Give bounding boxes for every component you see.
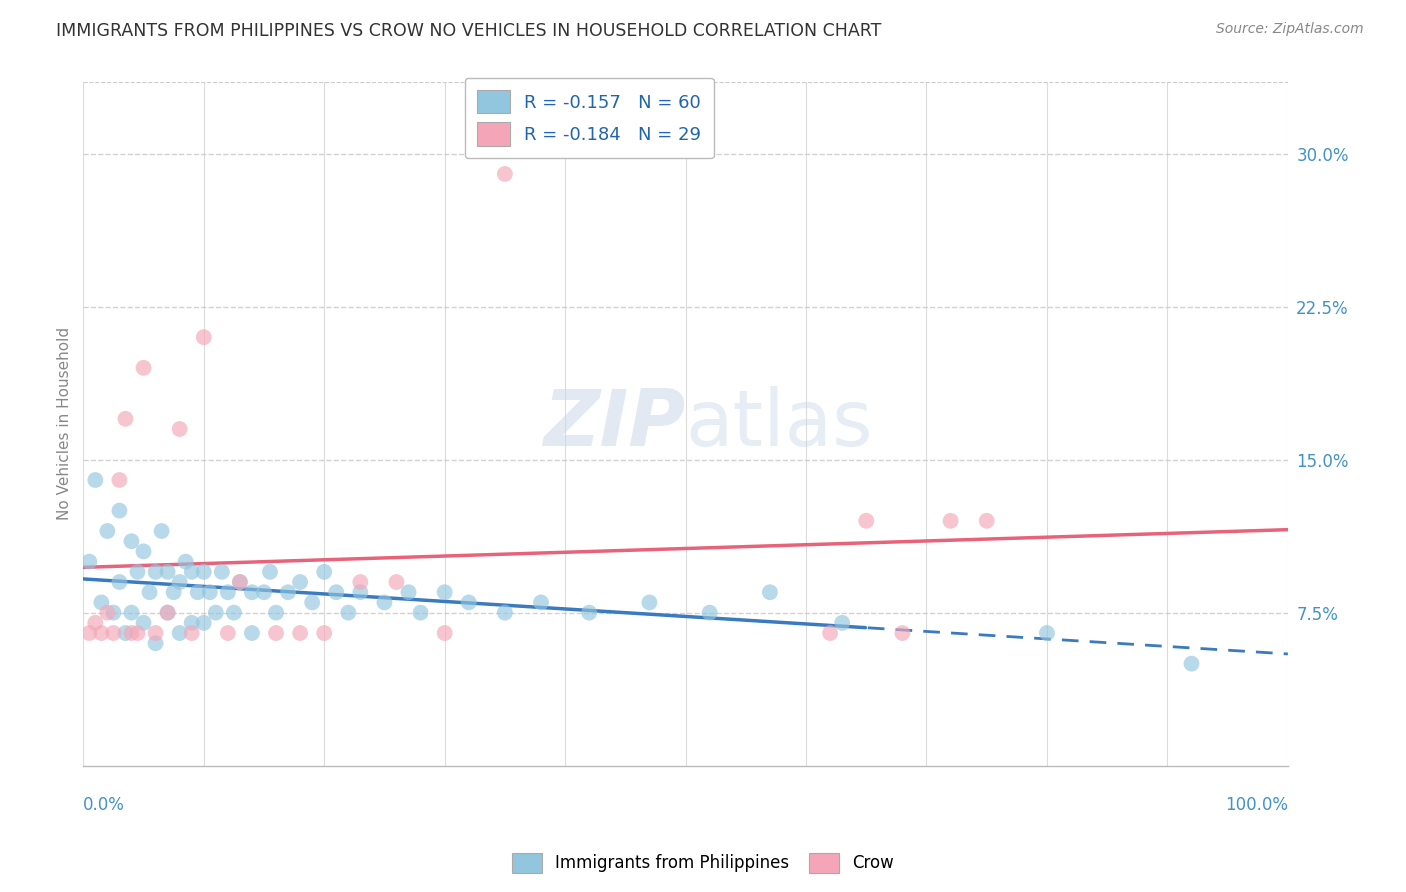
Text: Source: ZipAtlas.com: Source: ZipAtlas.com bbox=[1216, 22, 1364, 37]
Point bbox=[638, 595, 661, 609]
Point bbox=[457, 595, 479, 609]
Point bbox=[79, 626, 101, 640]
Point bbox=[90, 626, 112, 640]
Point bbox=[180, 565, 202, 579]
Point bbox=[699, 606, 721, 620]
Point bbox=[277, 585, 299, 599]
Point bbox=[121, 534, 143, 549]
Point bbox=[79, 555, 101, 569]
Point bbox=[1036, 626, 1059, 640]
Point bbox=[818, 626, 841, 640]
Point bbox=[222, 606, 245, 620]
Point bbox=[193, 330, 215, 344]
Point bbox=[204, 606, 226, 620]
Point bbox=[288, 574, 311, 589]
Point bbox=[264, 606, 287, 620]
Point bbox=[132, 615, 155, 630]
Point bbox=[831, 615, 853, 630]
Legend: Immigrants from Philippines, Crow: Immigrants from Philippines, Crow bbox=[505, 847, 901, 880]
Point bbox=[114, 412, 136, 426]
Point bbox=[90, 595, 112, 609]
Point bbox=[121, 606, 143, 620]
Point bbox=[84, 473, 107, 487]
Point bbox=[103, 626, 125, 640]
Point bbox=[1180, 657, 1202, 671]
Point bbox=[145, 626, 167, 640]
Point bbox=[156, 606, 179, 620]
Point bbox=[96, 606, 118, 620]
Point bbox=[150, 524, 173, 538]
Point bbox=[288, 626, 311, 640]
Point bbox=[433, 626, 456, 640]
Point bbox=[494, 167, 516, 181]
Point bbox=[494, 606, 516, 620]
Point bbox=[187, 585, 209, 599]
Point bbox=[138, 585, 160, 599]
Text: 100.0%: 100.0% bbox=[1225, 797, 1288, 814]
Point bbox=[193, 615, 215, 630]
Point bbox=[976, 514, 998, 528]
Point bbox=[145, 636, 167, 650]
Point bbox=[193, 565, 215, 579]
Point bbox=[169, 626, 191, 640]
Point bbox=[169, 422, 191, 436]
Point bbox=[349, 585, 371, 599]
Point bbox=[145, 565, 167, 579]
Point bbox=[156, 606, 179, 620]
Text: IMMIGRANTS FROM PHILIPPINES VS CROW NO VEHICLES IN HOUSEHOLD CORRELATION CHART: IMMIGRANTS FROM PHILIPPINES VS CROW NO V… bbox=[56, 22, 882, 40]
Text: 0.0%: 0.0% bbox=[83, 797, 125, 814]
Text: atlas: atlas bbox=[686, 386, 873, 462]
Point bbox=[229, 574, 252, 589]
Point bbox=[211, 565, 233, 579]
Point bbox=[156, 565, 179, 579]
Point bbox=[229, 574, 252, 589]
Point bbox=[264, 626, 287, 640]
Point bbox=[180, 626, 202, 640]
Point bbox=[169, 574, 191, 589]
Point bbox=[103, 606, 125, 620]
Point bbox=[530, 595, 553, 609]
Point bbox=[174, 555, 197, 569]
Point bbox=[114, 626, 136, 640]
Point bbox=[198, 585, 221, 599]
Point bbox=[325, 585, 347, 599]
Point bbox=[349, 574, 371, 589]
Point bbox=[108, 503, 131, 517]
Text: ZIP: ZIP bbox=[543, 386, 686, 462]
Point bbox=[385, 574, 408, 589]
Point bbox=[132, 360, 155, 375]
Point bbox=[314, 626, 336, 640]
Point bbox=[759, 585, 782, 599]
Point bbox=[578, 606, 600, 620]
Point bbox=[433, 585, 456, 599]
Point bbox=[217, 626, 239, 640]
Point bbox=[891, 626, 914, 640]
Point bbox=[240, 626, 263, 640]
Point bbox=[121, 626, 143, 640]
Legend: R = -0.157   N = 60, R = -0.184   N = 29: R = -0.157 N = 60, R = -0.184 N = 29 bbox=[464, 78, 714, 158]
Point bbox=[108, 574, 131, 589]
Point bbox=[301, 595, 323, 609]
Point bbox=[96, 524, 118, 538]
Point bbox=[108, 473, 131, 487]
Point bbox=[409, 606, 432, 620]
Point bbox=[314, 565, 336, 579]
Point bbox=[217, 585, 239, 599]
Point bbox=[240, 585, 263, 599]
Point bbox=[253, 585, 276, 599]
Point bbox=[162, 585, 184, 599]
Point bbox=[337, 606, 360, 620]
Point bbox=[84, 615, 107, 630]
Point bbox=[132, 544, 155, 558]
Point bbox=[939, 514, 962, 528]
Point bbox=[398, 585, 420, 599]
Point bbox=[127, 565, 149, 579]
Point bbox=[127, 626, 149, 640]
Point bbox=[180, 615, 202, 630]
Point bbox=[373, 595, 395, 609]
Y-axis label: No Vehicles in Household: No Vehicles in Household bbox=[58, 327, 72, 520]
Point bbox=[855, 514, 877, 528]
Point bbox=[259, 565, 281, 579]
